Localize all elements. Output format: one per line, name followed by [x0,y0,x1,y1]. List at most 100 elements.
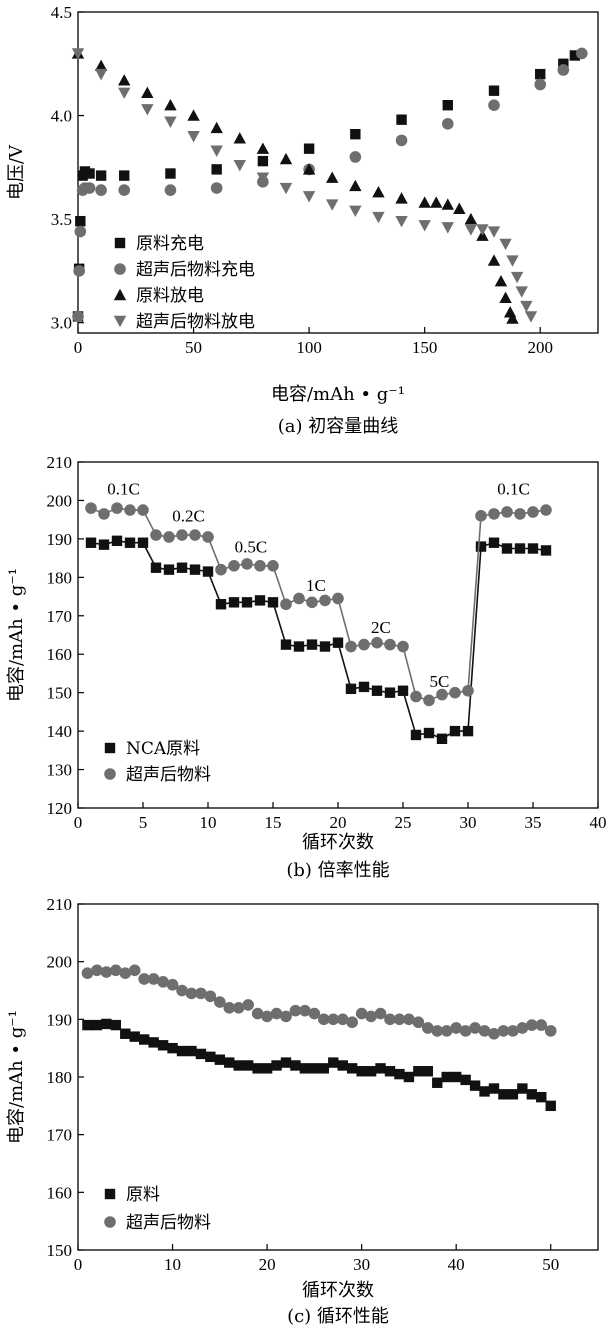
data-point [536,1091,547,1103]
data-point [95,170,107,181]
data-point [150,529,162,541]
data-point [141,104,154,116]
y-axis-label: 电容/mAh • g⁻¹ [6,1010,27,1144]
data-point [279,152,293,165]
data-point [299,1004,311,1017]
data-point [176,984,188,997]
data-point [293,641,305,652]
legend-label: 超声后物料放电 [136,312,255,332]
data-point [394,1068,405,1080]
x-tick-label: 100 [296,338,322,357]
data-point [501,506,513,518]
panel-a: 0 50 100 150 200 3.0 3.5 4.0 4.5 电容/mAh • g⁻¹ 电压/V… [6,3,599,437]
data-point [176,1045,188,1057]
data-point [166,978,179,991]
y-tick-label: 3.0 [51,314,72,333]
series-1 [72,50,581,322]
data-point [384,687,396,698]
data-point [118,74,131,86]
x-tick-label: 10 [164,1255,181,1274]
data-point [187,109,200,121]
rate-annotation: 0.1C [107,480,140,499]
data-point [306,639,318,650]
data-point [309,1063,320,1074]
data-point [478,1025,491,1037]
legend-label: 原料 [126,1185,160,1205]
data-point [412,1016,425,1029]
data-point [498,1089,509,1100]
data-point [371,636,383,649]
rate-annotation: 0.1C [497,480,530,499]
data-point [442,99,453,111]
rate-annotation: 1C [306,576,326,595]
data-point [83,182,96,194]
data-point [110,1019,122,1031]
data-point [84,168,95,179]
data-point [189,529,201,541]
data-point [449,725,461,737]
data-point [95,184,107,196]
y-tick-label: 140 [47,722,73,741]
data-point [326,199,339,211]
data-point [118,184,131,196]
y-tick-label: 150 [47,1241,73,1260]
data-point [91,1019,103,1031]
data-point [164,116,177,128]
data-point [436,688,448,701]
data-point [210,182,223,194]
legend-marker [104,768,116,780]
data-point [195,1048,207,1060]
data-point [349,205,362,218]
data-point [372,185,385,198]
series-2 [85,502,552,707]
rate-annotation: 0.5C [235,537,268,556]
data-point [118,87,131,99]
data-point [290,1060,301,1071]
rate-annotation: 5C [429,672,449,691]
legend-label: NCA原料 [126,739,200,759]
y-axis-label: 电压/V [6,144,27,200]
data-point [355,1007,368,1020]
data-point [211,164,222,175]
data-point [327,1013,340,1026]
y-tick-label: 4.0 [51,107,72,126]
data-point [210,145,223,157]
data-point [410,729,422,741]
data-point [100,966,113,978]
series-2 [81,964,557,1040]
data-point [241,597,253,608]
data-point [488,537,500,548]
data-point [271,1060,282,1071]
legend-label: 超声后物料 [126,1213,211,1233]
panel-c: 0 10 20 30 40 50 150 160 170 180 190 200 210 循环次数 电容/m… [6,895,599,1327]
series-1 [85,535,552,744]
data-point [128,964,141,977]
data-point [308,1007,321,1020]
data-point [507,1089,519,1100]
data-point [233,160,246,172]
data-point [469,1022,481,1034]
data-point [85,502,97,514]
data-point [540,545,552,556]
y-tick-label: 190 [47,530,73,549]
x-tick-label: 0 [74,813,83,832]
x-tick-label: 35 [525,813,542,832]
data-point [462,684,474,697]
data-point [516,1022,529,1034]
data-point [94,59,108,72]
data-point [397,685,409,696]
data-point [514,543,526,554]
data-point [517,1083,528,1094]
data-point [129,1031,140,1042]
data-point [507,1025,519,1037]
data-point [499,238,512,251]
data-point [396,114,407,125]
legend-label: 超声后物料充电 [136,260,255,280]
data-point [150,562,162,573]
data-point [431,1025,444,1037]
data-point [506,312,519,324]
data-point [441,222,454,234]
y-tick-label: 190 [47,1010,73,1029]
